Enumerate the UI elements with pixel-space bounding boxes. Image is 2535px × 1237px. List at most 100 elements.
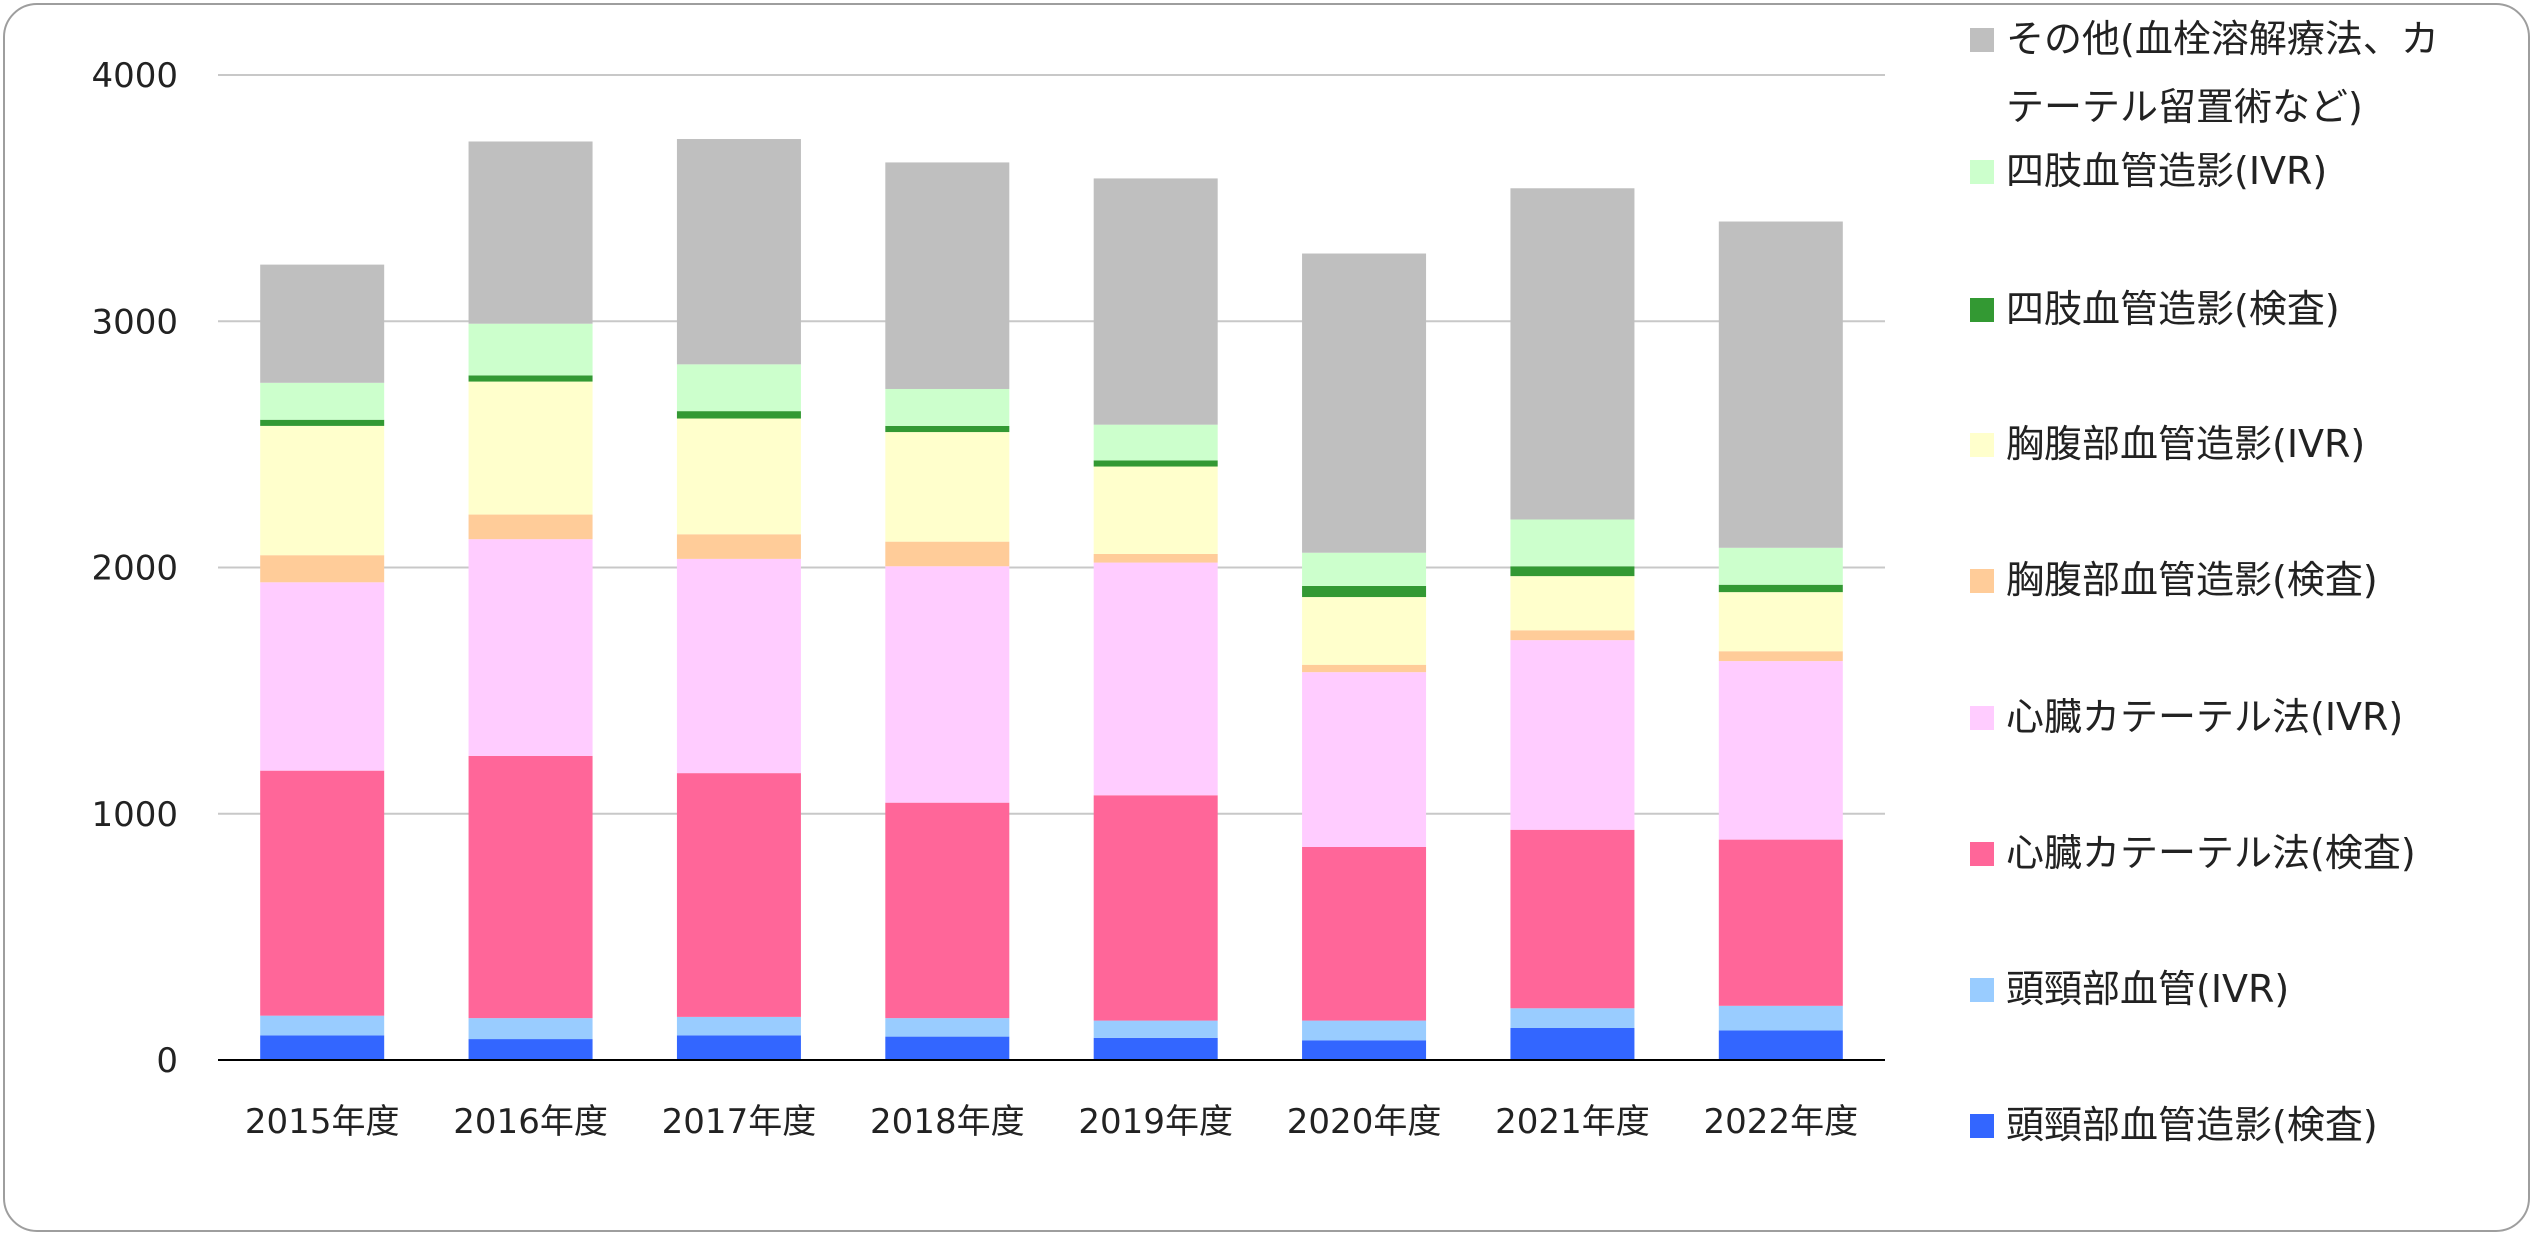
x-tick-label: 2022年度	[1704, 1102, 1859, 1142]
bar-segment	[468, 755, 593, 1019]
bar-segment	[468, 514, 593, 540]
legend-swatch	[1970, 842, 1994, 866]
bar-segment	[676, 534, 801, 559]
bar-segment	[885, 432, 1010, 542]
bar-segment	[1510, 566, 1635, 577]
legend-swatch	[1970, 298, 1994, 322]
bar-segment	[1718, 547, 1843, 585]
bar-segment	[260, 264, 385, 383]
legend-swatch	[1970, 160, 1994, 184]
bar-segment	[885, 1036, 1010, 1060]
bar-segment	[260, 1035, 385, 1060]
bar-segment	[1510, 640, 1635, 830]
bar-segment	[1093, 1020, 1218, 1038]
y-tick-label: 3000	[91, 302, 178, 342]
y-tick-label: 2000	[91, 549, 178, 589]
legend-swatch	[1970, 569, 1994, 593]
legend-label: テーテル留置術など)	[2006, 85, 2363, 129]
bar-segment	[1718, 584, 1843, 593]
bar-segment	[1093, 178, 1218, 425]
bar-segment	[676, 418, 801, 535]
legend-label: 胸腹部血管造影(検査)	[2006, 558, 2378, 602]
bar-segment	[1510, 576, 1635, 631]
bar-segment	[676, 364, 801, 412]
gridlines	[218, 74, 1885, 815]
bar-segment	[1302, 253, 1427, 553]
bar-segment	[885, 541, 1010, 567]
legend-label: 心臓カテーテル法(IVR)	[2006, 695, 2403, 739]
bar-segment	[676, 558, 801, 774]
x-tick-label: 2018年度	[870, 1102, 1025, 1142]
bar-segment	[1718, 839, 1843, 1006]
bar-segment	[1093, 795, 1218, 1021]
bar-segment	[1302, 1040, 1427, 1060]
bar-segment	[1718, 661, 1843, 840]
bar-segment	[676, 773, 801, 1017]
bar-segment	[468, 323, 593, 376]
bar-segment	[1510, 1008, 1635, 1028]
y-tick-label: 0	[156, 1041, 178, 1081]
bar-segment	[260, 425, 385, 556]
x-axis-ticks: 2015年度 2016年度 2017年度 2018年度 2019年度 2020年度 2021…	[245, 1102, 1858, 1142]
bar-segment	[885, 1018, 1010, 1037]
bar-segment	[1093, 553, 1218, 563]
bar-segment	[1093, 466, 1218, 554]
bar-segment	[1510, 188, 1635, 520]
legend-swatch	[1970, 1114, 1994, 1138]
bar-segment	[885, 566, 1010, 803]
bar-segment	[468, 539, 593, 756]
x-tick-label: 2021年度	[1495, 1102, 1650, 1142]
bar-segment	[676, 411, 801, 419]
bar-segment	[1718, 1005, 1843, 1031]
bar-segment	[1510, 630, 1635, 641]
bar-segment	[1093, 1037, 1218, 1060]
bar-segment	[676, 1035, 801, 1060]
bar-segment	[1510, 829, 1635, 1009]
legend-label: 心臓カテーテル法(検査)	[2006, 831, 2416, 875]
bars	[260, 139, 1843, 1060]
bar-segment	[885, 802, 1010, 1019]
y-axis-ticks: 0 1000 2000 3000 4000	[91, 56, 178, 1081]
bar-segment	[260, 1015, 385, 1036]
bar-segment	[260, 419, 385, 426]
x-tick-label: 2016年度	[453, 1102, 608, 1142]
chart-frame	[3, 3, 2530, 1232]
legend-swatch	[1970, 978, 1994, 1002]
bar-segment	[1302, 672, 1427, 847]
bar-segment	[1302, 597, 1427, 665]
bar-segment	[260, 770, 385, 1016]
legend-label: 胸腹部血管造影(IVR)	[2006, 422, 2365, 466]
bar-segment	[885, 162, 1010, 389]
bar-segment	[468, 1018, 593, 1040]
bar-segment	[468, 1039, 593, 1060]
x-tick-label: 2015年度	[245, 1102, 400, 1142]
bar-segment	[885, 388, 1010, 426]
bar-segment	[1093, 562, 1218, 796]
legend-label: 頭頸部血管(IVR)	[2006, 967, 2289, 1011]
bar-segment	[1718, 221, 1843, 548]
legend-swatch	[1970, 706, 1994, 730]
bar-segment	[1718, 592, 1843, 652]
y-tick-label: 1000	[91, 795, 178, 835]
legend-label: 四肢血管造影(IVR)	[2006, 149, 2327, 193]
legend-label: 頭頸部血管造影(検査)	[2006, 1103, 2378, 1147]
bar-segment	[885, 425, 1010, 433]
x-tick-label: 2017年度	[662, 1102, 817, 1142]
bar-segment	[1302, 585, 1427, 598]
bar-segment	[260, 382, 385, 420]
legend-label: 四肢血管造影(検査)	[2006, 287, 2340, 331]
bar-segment	[260, 582, 385, 771]
bar-segment	[1302, 552, 1427, 586]
bar-segment	[260, 555, 385, 583]
bar-segment	[1510, 519, 1635, 567]
bar-segment	[1302, 846, 1427, 1021]
bar-segment	[1718, 1030, 1843, 1060]
x-tick-label: 2019年度	[1078, 1102, 1233, 1142]
bar-segment	[1302, 664, 1427, 673]
bar-segment	[468, 375, 593, 382]
legend-swatch	[1970, 28, 1994, 52]
bar-segment	[676, 139, 801, 365]
bar-segment	[1302, 1020, 1427, 1041]
